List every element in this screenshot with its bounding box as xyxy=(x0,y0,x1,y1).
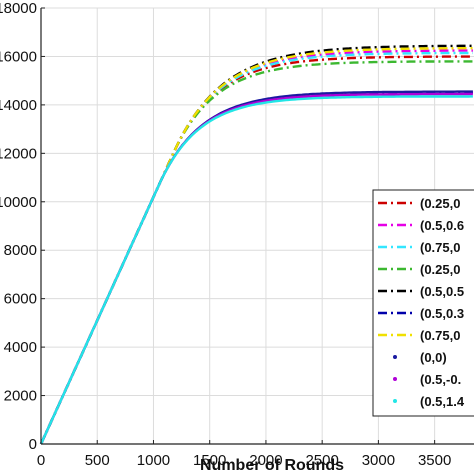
legend-label: (0,0) xyxy=(420,350,447,365)
x-tick-label: 3000 xyxy=(362,452,395,469)
y-tick-label: 2000 xyxy=(4,388,37,405)
legend-label: (0.75,0 xyxy=(420,240,460,255)
y-tick-label: 14000 xyxy=(0,97,37,114)
x-tick-label: 500 xyxy=(85,452,110,469)
legend-label: (0.5,-0. xyxy=(420,372,461,387)
x-tick-label: 1000 xyxy=(137,452,170,469)
axes xyxy=(40,7,474,445)
legend-marker xyxy=(393,377,397,381)
y-tick-label: 0 xyxy=(29,436,37,453)
legend-box xyxy=(372,189,474,417)
x-tick-label: 0 xyxy=(37,452,45,469)
x-tick-label: 1500 xyxy=(193,452,226,469)
legend-label: (0.25,0 xyxy=(420,262,460,277)
series-layer xyxy=(39,44,473,445)
x-tick-label: 2500 xyxy=(305,452,338,469)
legend-marker xyxy=(393,355,397,359)
y-tick-label: 18000 xyxy=(0,0,37,17)
y-tick-label: 6000 xyxy=(4,291,37,308)
y-tick-label: 12000 xyxy=(0,145,37,162)
x-tick-label: 3500 xyxy=(418,452,451,469)
series-line xyxy=(39,95,473,445)
legend-marker xyxy=(393,399,397,403)
y-tick-label: 10000 xyxy=(0,194,37,211)
y-tick-label: 4000 xyxy=(4,339,37,356)
legend-label: (0.5,0.6 xyxy=(420,218,464,233)
y-tick-label: 8000 xyxy=(4,242,37,259)
legend-label: (0.5,1.4 xyxy=(420,394,465,409)
legend-label: (0.75,0 xyxy=(420,328,460,343)
legend-label: (0.5,0.5 xyxy=(420,284,464,299)
legend[interactable]: (0.25,0 (0.5,0.6 (0.75,0 (0.25,0 (0.5,0.5 (0.… xyxy=(372,189,474,417)
legend-label: (0.25,0 xyxy=(420,196,460,211)
legend-label: (0.5,0.3 xyxy=(420,306,464,321)
tick-labels: 0 500 1000 1500 2000 2500 3000 3500 0 2000 4000 600… xyxy=(0,0,451,469)
x-tick-label: 2000 xyxy=(249,452,282,469)
y-tick-label: 16000 xyxy=(0,48,37,65)
x-axis-title: Number of Rounds xyxy=(200,457,344,474)
